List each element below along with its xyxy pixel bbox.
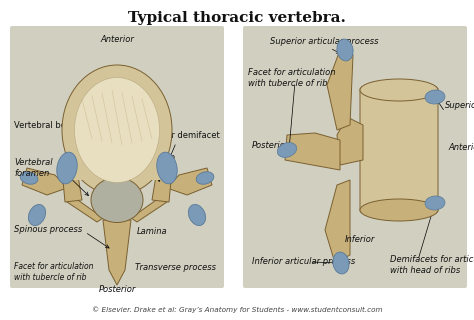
Polygon shape [131, 198, 167, 222]
Ellipse shape [360, 199, 438, 221]
Polygon shape [327, 50, 353, 130]
Polygon shape [62, 170, 82, 202]
Text: Anterior: Anterior [448, 143, 474, 153]
Ellipse shape [196, 172, 214, 184]
Polygon shape [285, 133, 340, 170]
Text: Posterior: Posterior [98, 285, 136, 294]
Text: Posterior: Posterior [252, 140, 289, 149]
Text: Vertebral
foramen: Vertebral foramen [14, 158, 53, 178]
Polygon shape [67, 198, 103, 222]
Polygon shape [22, 168, 67, 195]
Ellipse shape [333, 252, 349, 274]
Polygon shape [167, 168, 212, 195]
Ellipse shape [57, 152, 77, 184]
Text: Inferior: Inferior [345, 236, 375, 244]
Text: Spinous process: Spinous process [14, 226, 82, 235]
Text: Superior demifacet: Superior demifacet [139, 131, 220, 166]
Polygon shape [325, 180, 350, 263]
Polygon shape [103, 220, 131, 285]
Text: Superior: Superior [445, 100, 474, 109]
FancyBboxPatch shape [10, 26, 224, 288]
Polygon shape [337, 117, 363, 165]
Ellipse shape [425, 90, 445, 104]
Text: Transverse process: Transverse process [135, 263, 216, 273]
Text: Anterior: Anterior [100, 35, 134, 44]
FancyBboxPatch shape [360, 87, 438, 213]
Text: Demifacets for articulation
with head of ribs: Demifacets for articulation with head of… [390, 255, 474, 275]
Text: Typical thoracic vertebra.: Typical thoracic vertebra. [128, 11, 346, 25]
Ellipse shape [62, 65, 172, 195]
Text: Inferior articular process: Inferior articular process [252, 258, 355, 267]
Ellipse shape [91, 178, 143, 222]
Ellipse shape [188, 204, 206, 226]
Polygon shape [62, 170, 172, 180]
FancyBboxPatch shape [243, 26, 467, 288]
Ellipse shape [74, 77, 159, 182]
Text: Facet for articulation
with tubercle of rib: Facet for articulation with tubercle of … [248, 68, 336, 88]
Text: Pedicle: Pedicle [145, 154, 175, 181]
Ellipse shape [157, 152, 177, 184]
Ellipse shape [28, 204, 46, 226]
Ellipse shape [360, 79, 438, 101]
Ellipse shape [337, 39, 353, 61]
Ellipse shape [20, 172, 38, 184]
Ellipse shape [277, 143, 297, 157]
Text: Facet for articulation
with tubercle of rib: Facet for articulation with tubercle of … [14, 262, 93, 282]
Ellipse shape [425, 196, 445, 210]
Text: Lamina: Lamina [137, 228, 168, 236]
Text: © Elsevier. Drake et al: Gray’s Anatomy for Students - www.studentconsult.com: © Elsevier. Drake et al: Gray’s Anatomy … [91, 306, 383, 313]
Text: Vertebral body: Vertebral body [14, 106, 94, 130]
Text: Superior articular process: Superior articular process [270, 37, 379, 46]
Polygon shape [152, 170, 172, 202]
